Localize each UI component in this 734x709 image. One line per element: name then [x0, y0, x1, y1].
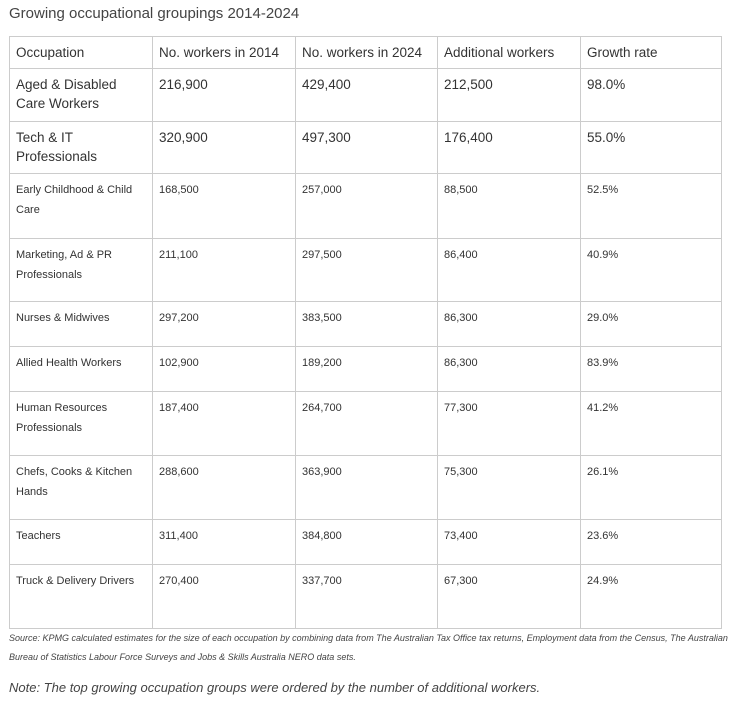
- cell-workers-2024: 384,800: [295, 519, 438, 565]
- cell-workers-2014: 320,900: [152, 121, 296, 174]
- table-row: Chefs, Cooks & Kitchen Hands 288,600 363,9…: [9, 455, 722, 520]
- cell-workers-2024: 257,000: [295, 173, 438, 239]
- cell-workers-2024: 497,300: [295, 121, 438, 174]
- note-text: Note: The top growing occupation groups …: [9, 680, 541, 695]
- cell-additional-workers: 176,400: [437, 121, 581, 174]
- table-row: Tech & IT Professionals 320,900 497,300 176…: [9, 121, 722, 174]
- table-row: Human Resources Professionals 187,400 264,…: [9, 391, 722, 456]
- cell-occupation: Aged & Disabled Care Workers: [9, 68, 153, 122]
- cell-occupation: Allied Health Workers: [9, 346, 153, 392]
- cell-workers-2024: 264,700: [295, 391, 438, 456]
- cell-workers-2024: 363,900: [295, 455, 438, 520]
- cell-occupation: Tech & IT Professionals: [9, 121, 153, 174]
- cell-workers-2014: 311,400: [152, 519, 296, 565]
- cell-occupation: Nurses & Midwives: [9, 301, 153, 347]
- cell-additional-workers: 67,300: [437, 564, 581, 629]
- cell-workers-2024: 189,200: [295, 346, 438, 392]
- header-row: Occupation No. workers in 2014 No. workers…: [9, 36, 722, 69]
- cell-workers-2024: 429,400: [295, 68, 438, 122]
- cell-growth-rate: 26.1%: [580, 455, 722, 520]
- cell-growth-rate: 55.0%: [580, 121, 722, 174]
- cell-workers-2024: 383,500: [295, 301, 438, 347]
- cell-workers-2014: 297,200: [152, 301, 296, 347]
- table-row: Allied Health Workers 102,900 189,200 86,30…: [9, 346, 722, 392]
- column-header-occupation: Occupation: [9, 36, 153, 69]
- cell-additional-workers: 86,400: [437, 238, 581, 302]
- cell-additional-workers: 212,500: [437, 68, 581, 122]
- cell-growth-rate: 23.6%: [580, 519, 722, 565]
- cell-workers-2014: 168,500: [152, 173, 296, 239]
- table-row: Early Childhood & Child Care 168,500 257,0…: [9, 173, 722, 239]
- cell-growth-rate: 98.0%: [580, 68, 722, 122]
- column-header-growth-rate: Growth rate: [580, 36, 722, 69]
- occupations-table: Occupation No. workers in 2014 No. workers…: [9, 36, 722, 629]
- column-header-additional-workers: Additional workers: [437, 36, 581, 69]
- table-row: Nurses & Midwives 297,200 383,500 86,300 29.…: [9, 301, 722, 347]
- cell-workers-2014: 216,900: [152, 68, 296, 122]
- cell-additional-workers: 88,500: [437, 173, 581, 239]
- table-row: Aged & Disabled Care Workers 216,900 429,4…: [9, 68, 722, 122]
- cell-workers-2014: 211,100: [152, 238, 296, 302]
- cell-growth-rate: 24.9%: [580, 564, 722, 629]
- source-text: Source: KPMG calculated estimates for th…: [9, 633, 728, 662]
- cell-growth-rate: 41.2%: [580, 391, 722, 456]
- cell-occupation: Truck & Delivery Drivers: [9, 564, 153, 629]
- cell-additional-workers: 86,300: [437, 301, 581, 347]
- column-header-workers-2014: No. workers in 2014: [152, 36, 296, 69]
- cell-additional-workers: 86,300: [437, 346, 581, 392]
- cell-workers-2014: 270,400: [152, 564, 296, 629]
- cell-workers-2014: 288,600: [152, 455, 296, 520]
- cell-occupation: Early Childhood & Child Care: [9, 173, 153, 239]
- cell-additional-workers: 73,400: [437, 519, 581, 565]
- cell-occupation: Marketing, Ad & PR Professionals: [9, 238, 153, 302]
- cell-growth-rate: 83.9%: [580, 346, 722, 392]
- cell-occupation: Teachers: [9, 519, 153, 565]
- cell-workers-2024: 297,500: [295, 238, 438, 302]
- cell-workers-2014: 187,400: [152, 391, 296, 456]
- cell-additional-workers: 75,300: [437, 455, 581, 520]
- cell-occupation: Chefs, Cooks & Kitchen Hands: [9, 455, 153, 520]
- table-row: Truck & Delivery Drivers 270,400 337,700 67…: [9, 564, 722, 629]
- cell-growth-rate: 52.5%: [580, 173, 722, 239]
- column-header-workers-2024: No. workers in 2024: [295, 36, 438, 69]
- cell-workers-2014: 102,900: [152, 346, 296, 392]
- table-row: Teachers 311,400 384,800 73,400 23.6%: [9, 519, 722, 565]
- table-title: Growing occupational groupings 2014-2024: [9, 5, 300, 22]
- cell-growth-rate: 29.0%: [580, 301, 722, 347]
- cell-workers-2024: 337,700: [295, 564, 438, 629]
- cell-growth-rate: 40.9%: [580, 238, 722, 302]
- cell-additional-workers: 77,300: [437, 391, 581, 456]
- table-row: Marketing, Ad & PR Professionals 211,100 2…: [9, 238, 722, 302]
- cell-occupation: Human Resources Professionals: [9, 391, 153, 456]
